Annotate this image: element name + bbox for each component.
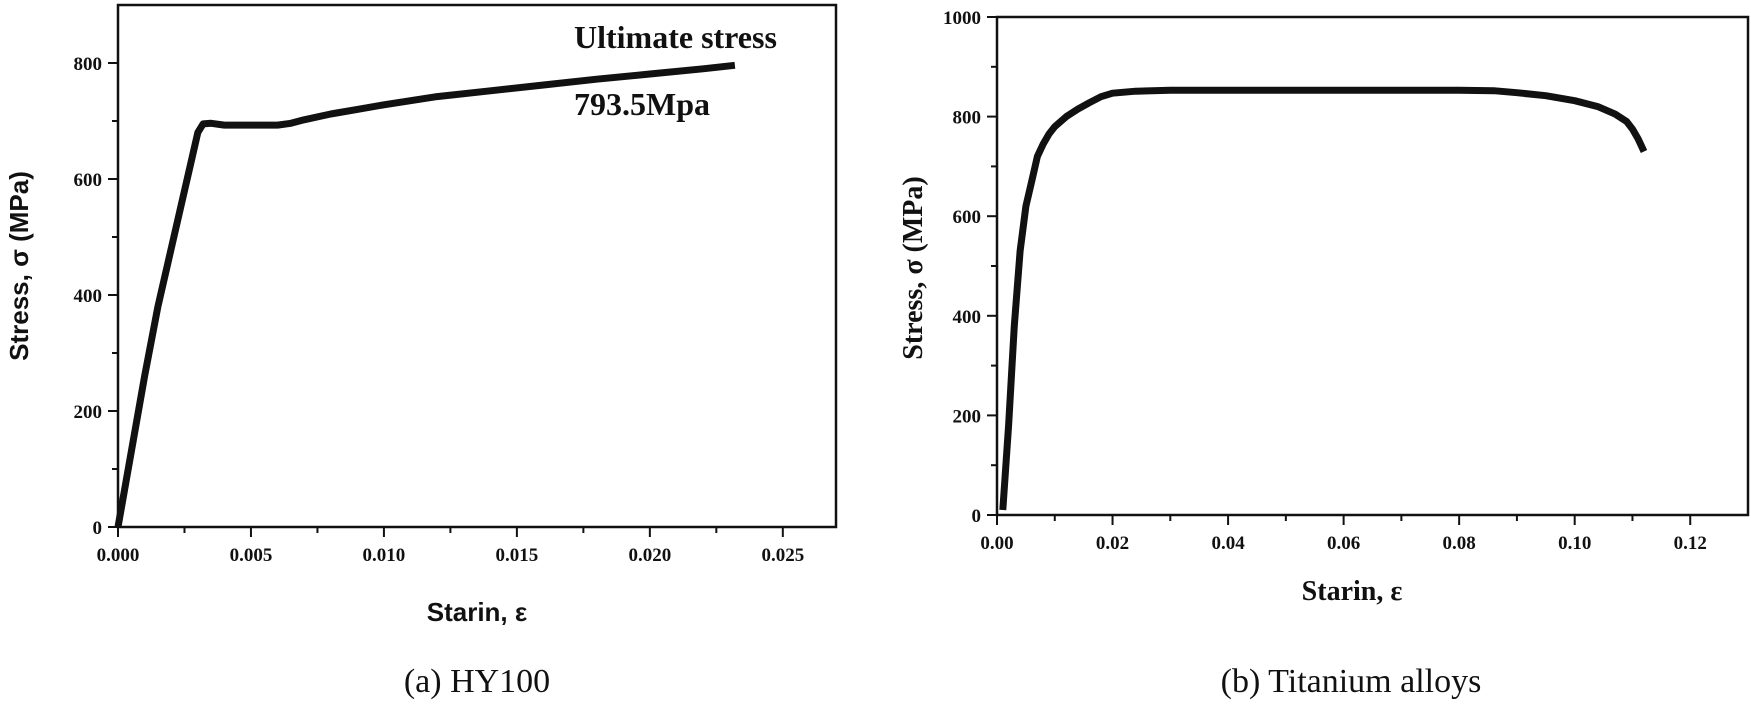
x-tick-label: 0.015 [496,545,539,566]
chart-panel-hy100: 0.000 0.005 0.010 0.015 0.020 0.025 0 200 400 60… [4,3,838,700]
x-tick-labels-b: 0.00 0.02 0.04 0.06 0.08 0.10 0.12 [980,533,1706,554]
chart-panel-titanium: 0.00 0.02 0.04 0.06 0.08 0.10 0.12 0 200 400 600 8… [898,8,1750,700]
stress-strain-curve-hy100 [114,61,736,528]
x-tick-label: 0.00 [980,533,1013,554]
x-tick-label: 0.12 [1674,533,1707,554]
y-tick-label: 600 [74,170,103,191]
y-tick-label: 600 [953,207,982,228]
x-tick-label: 0.10 [1558,533,1591,554]
x-tick-label: 0.005 [230,545,273,566]
y-axis-label-a: Stress, σ (MPa) [4,171,34,361]
x-tick-label: 0.06 [1327,533,1360,554]
y-tick-label: 200 [953,406,982,427]
x-tick-label: 0.000 [97,545,140,566]
y-tick-labels-b: 0 200 400 600 800 1000 [943,8,981,527]
y-tick-label: 0 [93,518,103,539]
y-tick-label: 400 [953,307,982,328]
tick-marks-a [108,62,784,537]
x-tick-label: 0.08 [1443,533,1476,554]
y-tick-label: 0 [972,506,982,527]
stress-strain-curve-titanium [999,86,1648,511]
x-axis-label-b: Starin, ε [1302,576,1403,607]
y-tick-label: 800 [953,108,982,129]
y-tick-label: 1000 [943,8,981,29]
y-tick-label: 800 [74,54,103,75]
tick-marks-b [987,16,1692,525]
caption-a: (a) HY100 [404,663,550,700]
y-tick-labels-a: 0 200 400 600 800 [74,54,103,539]
x-tick-label: 0.04 [1211,533,1245,554]
y-tick-label: 200 [74,402,103,423]
x-axis-label-a: Starin, ε [427,597,527,627]
x-tick-label: 0.025 [761,545,804,566]
x-tick-label: 0.02 [1096,533,1129,554]
caption-b: (b) Titanium alloys [1221,663,1482,700]
x-tick-labels-a: 0.000 0.005 0.010 0.015 0.020 0.025 [97,545,805,566]
x-tick-label: 0.010 [363,545,406,566]
x-tick-label: 0.020 [628,545,671,566]
annotation-ultimate-stress: Ultimate stress [574,19,777,55]
annotation-ultimate-value: 793.5Mpa [574,86,710,122]
y-axis-label-b: Stress, σ (MPa) [898,176,929,359]
y-tick-label: 400 [74,286,103,307]
plot-frame-a [116,3,838,529]
